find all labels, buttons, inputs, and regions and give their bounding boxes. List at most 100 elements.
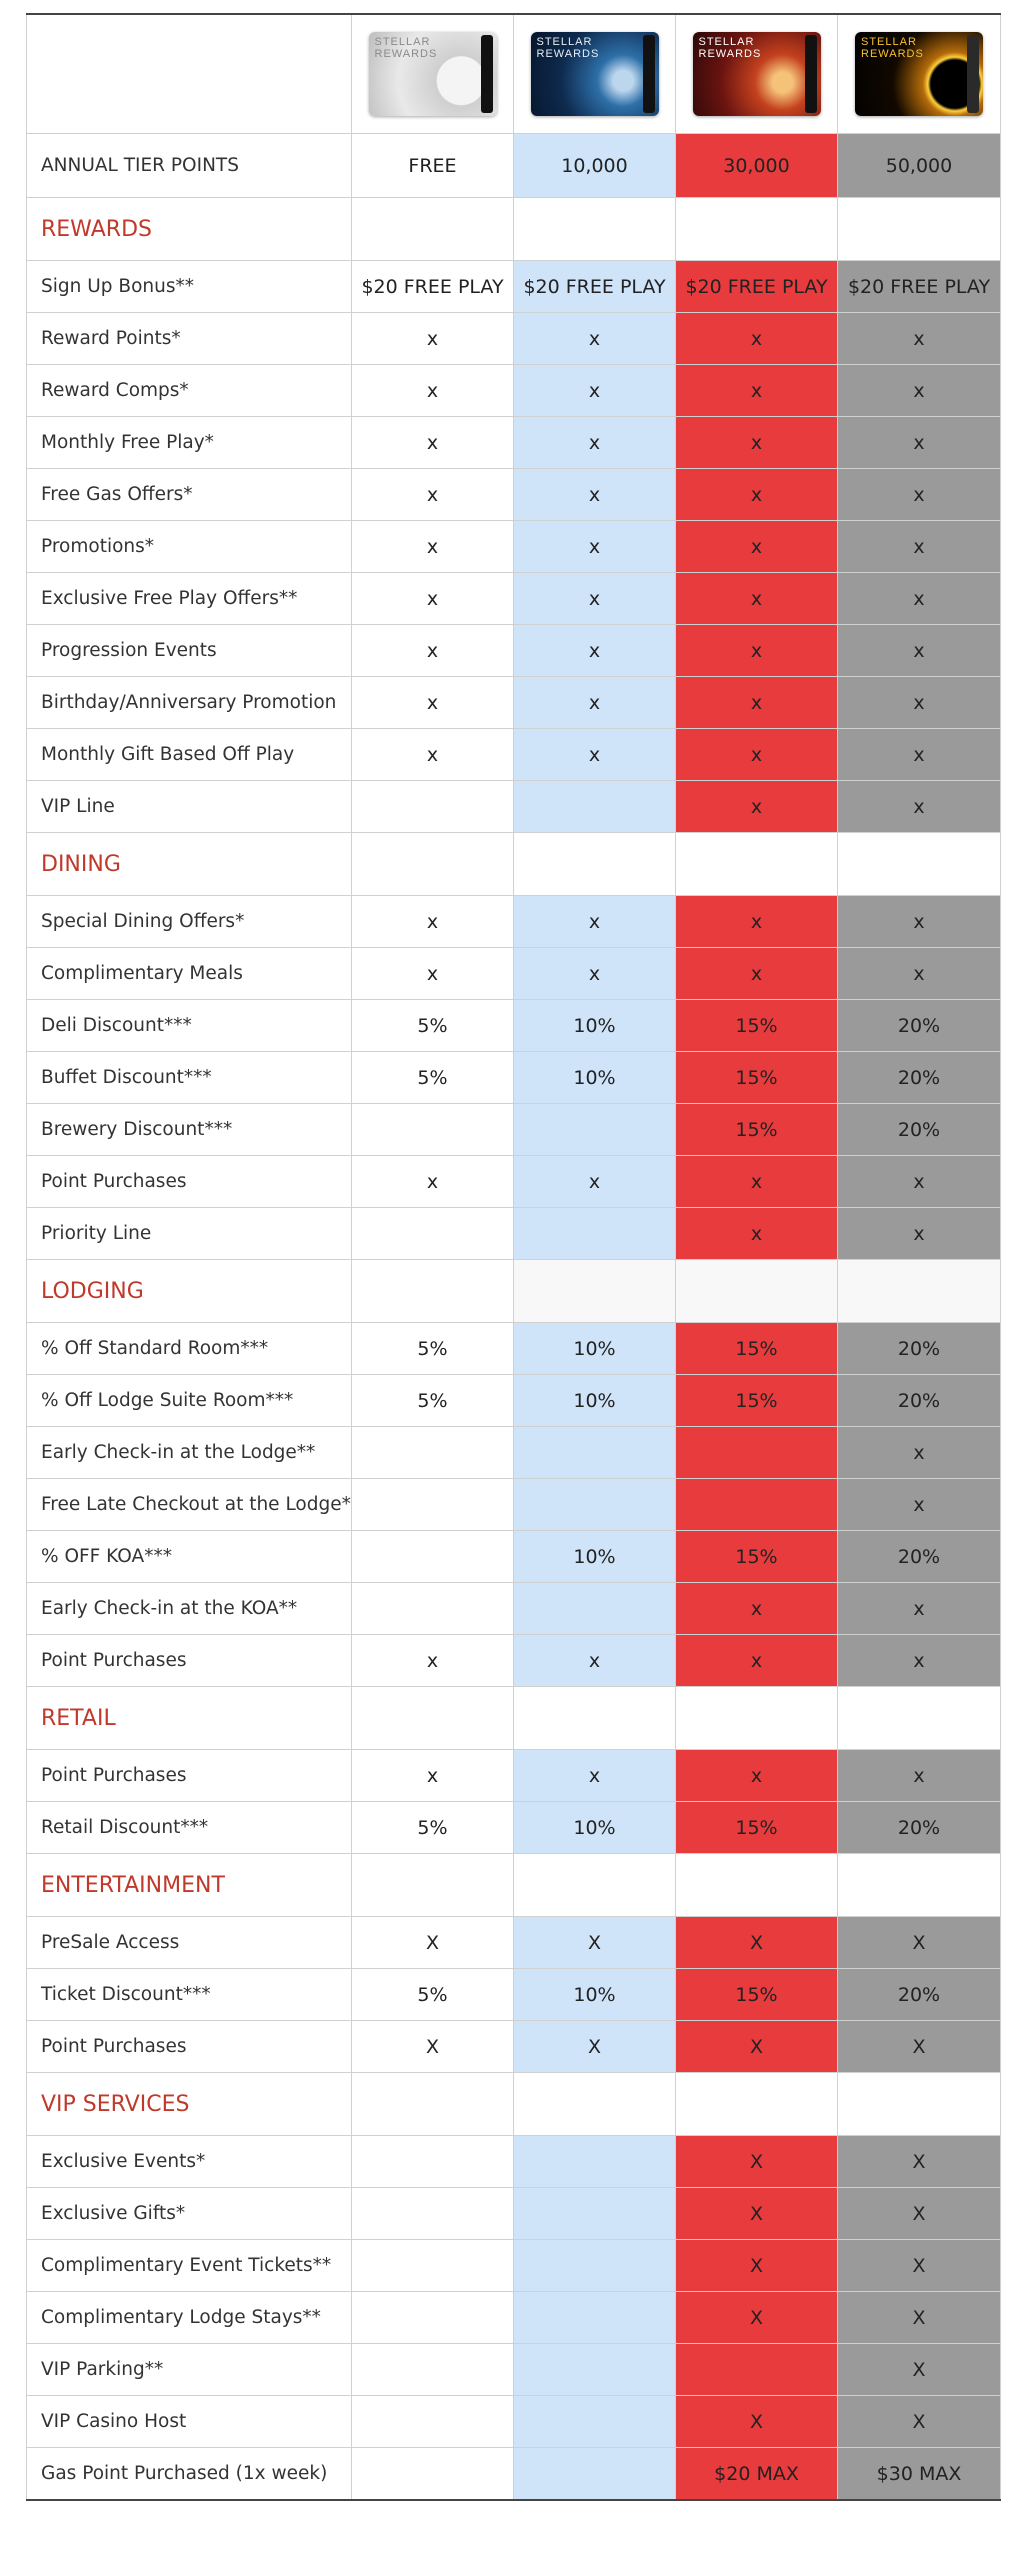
benefit-row: Exclusive Free Play Offers** x x x x	[26, 572, 1001, 625]
benefit-label: Retail Discount***	[26, 1801, 352, 1854]
benefit-value-free: 5%	[351, 999, 514, 1052]
benefit-value-free: x	[351, 1634, 514, 1687]
benefit-value-10000: x	[513, 947, 676, 1000]
benefit-value-10000	[513, 2187, 676, 2240]
benefit-value-free: 5%	[351, 1374, 514, 1427]
benefit-value-30000: $20 FREE PLAY	[675, 260, 838, 313]
benefit-value-free	[351, 780, 514, 833]
benefit-label: Point Purchases	[26, 1155, 352, 1208]
benefit-value-30000: 15%	[675, 1103, 838, 1156]
benefit-value-30000: 15%	[675, 1530, 838, 1583]
benefit-value-50000: x	[837, 676, 1001, 729]
benefit-value-50000: x	[837, 468, 1001, 521]
benefit-row: Complimentary Meals x x x x	[26, 947, 1001, 1000]
benefit-row: % Off Lodge Suite Room*** 5% 10% 15% 20%	[26, 1374, 1001, 1427]
benefit-label: Complimentary Lodge Stays**	[26, 2291, 352, 2344]
benefit-row: Priority Line x x	[26, 1207, 1001, 1260]
benefit-value-30000: x	[675, 1155, 838, 1208]
benefit-value-50000: x	[837, 1426, 1001, 1479]
benefit-value-50000: x	[837, 1749, 1001, 1802]
benefit-value-10000: x	[513, 312, 676, 365]
benefit-value-30000: x	[675, 780, 838, 833]
benefit-value-10000: x	[513, 416, 676, 469]
benefit-value-30000: x	[675, 1207, 838, 1260]
benefit-value-10000: x	[513, 364, 676, 417]
benefit-value-10000: x	[513, 1634, 676, 1687]
benefit-value-30000: x	[675, 676, 838, 729]
benefit-value-50000: X	[837, 2291, 1001, 2344]
benefit-value-free: $20 FREE PLAY	[351, 260, 514, 313]
section-empty-cell-30000	[675, 1853, 838, 1917]
benefit-value-10000	[513, 2447, 676, 2501]
benefit-value-free: x	[351, 312, 514, 365]
benefit-value-free: x	[351, 468, 514, 521]
section-header-retail: RETAIL	[26, 1686, 1001, 1750]
section-title: VIP SERVICES	[26, 2072, 352, 2136]
section-empty-cell-50000	[837, 1853, 1001, 1917]
benefit-value-free: X	[351, 2020, 514, 2073]
card-cell-50000: STELLAR REWARDS	[837, 13, 1001, 134]
benefit-value-10000: x	[513, 572, 676, 625]
section-empty-cell-50000	[837, 2072, 1001, 2136]
card-brand-line1: STELLAR	[536, 36, 593, 48]
benefit-label: Point Purchases	[26, 1634, 352, 1687]
benefit-value-30000: x	[675, 1749, 838, 1802]
card-brand-line2: REWARDS	[536, 48, 600, 60]
card-brand-text: STELLAR REWARDS	[375, 36, 438, 60]
benefit-value-10000	[513, 2239, 676, 2292]
benefit-row: Birthday/Anniversary Promotion x x x x	[26, 676, 1001, 729]
benefit-value-50000: x	[837, 1478, 1001, 1531]
benefit-value-50000: x	[837, 728, 1001, 781]
benefit-row: Gas Point Purchased (1x week) $20 MAX $30 …	[26, 2447, 1001, 2501]
benefit-value-free	[351, 1582, 514, 1635]
benefit-value-10000	[513, 2291, 676, 2344]
card-brand-text: STELLAR REWARDS	[699, 36, 762, 60]
benefit-value-10000: x	[513, 895, 676, 948]
benefit-label: Deli Discount***	[26, 999, 352, 1052]
benefit-label: Birthday/Anniversary Promotion	[26, 676, 352, 729]
benefit-value-10000: 10%	[513, 1322, 676, 1375]
benefit-value-10000: X	[513, 1916, 676, 1969]
benefit-label: % Off Standard Room***	[26, 1322, 352, 1375]
benefit-value-10000: x	[513, 468, 676, 521]
benefit-label: Monthly Free Play*	[26, 416, 352, 469]
benefit-label: Promotions*	[26, 520, 352, 573]
section-title: LODGING	[26, 1259, 352, 1323]
benefit-value-30000: x	[675, 1634, 838, 1687]
benefit-value-10000	[513, 1582, 676, 1635]
benefit-row: Point Purchases x x x x	[26, 1634, 1001, 1687]
benefit-value-free	[351, 1426, 514, 1479]
benefit-row: Early Check-in at the Lodge** x	[26, 1426, 1001, 1479]
benefit-value-50000: x	[837, 572, 1001, 625]
section-title: RETAIL	[26, 1686, 352, 1750]
benefit-label: Early Check-in at the KOA**	[26, 1582, 352, 1635]
benefit-row: Point Purchases X X X X	[26, 2020, 1001, 2073]
benefit-value-free	[351, 1103, 514, 1156]
card-brand-line1: STELLAR	[861, 36, 917, 48]
benefit-value-free: 5%	[351, 1801, 514, 1854]
benefit-value-10000	[513, 2135, 676, 2188]
benefit-value-30000: x	[675, 624, 838, 677]
benefit-value-30000: x	[675, 416, 838, 469]
benefit-label: % Off Lodge Suite Room***	[26, 1374, 352, 1427]
benefit-value-30000: 15%	[675, 999, 838, 1052]
benefit-row: Promotions* x x x x	[26, 520, 1001, 573]
benefit-value-free: 5%	[351, 1051, 514, 1104]
benefit-row: Ticket Discount*** 5% 10% 15% 20%	[26, 1968, 1001, 2021]
benefit-row: VIP Casino Host X X	[26, 2395, 1001, 2448]
section-empty-cell-30000	[675, 197, 838, 261]
benefit-value-50000: X	[837, 2239, 1001, 2292]
section-empty-cell-10000	[513, 1259, 676, 1323]
benefit-value-50000: x	[837, 1582, 1001, 1635]
section-empty-cell-free	[351, 1686, 514, 1750]
benefit-row: Reward Comps* x x x x	[26, 364, 1001, 417]
benefit-value-10000: 10%	[513, 1801, 676, 1854]
section-header-rewards: REWARDS	[26, 197, 1001, 261]
benefit-value-free: X	[351, 1916, 514, 1969]
benefit-value-free	[351, 1530, 514, 1583]
benefit-row: Reward Points* x x x x	[26, 312, 1001, 365]
benefit-value-10000: x	[513, 1749, 676, 1802]
benefit-value-free: 5%	[351, 1322, 514, 1375]
benefit-label: Progression Events	[26, 624, 352, 677]
red-tier-card-image: STELLAR REWARDS	[692, 32, 821, 116]
